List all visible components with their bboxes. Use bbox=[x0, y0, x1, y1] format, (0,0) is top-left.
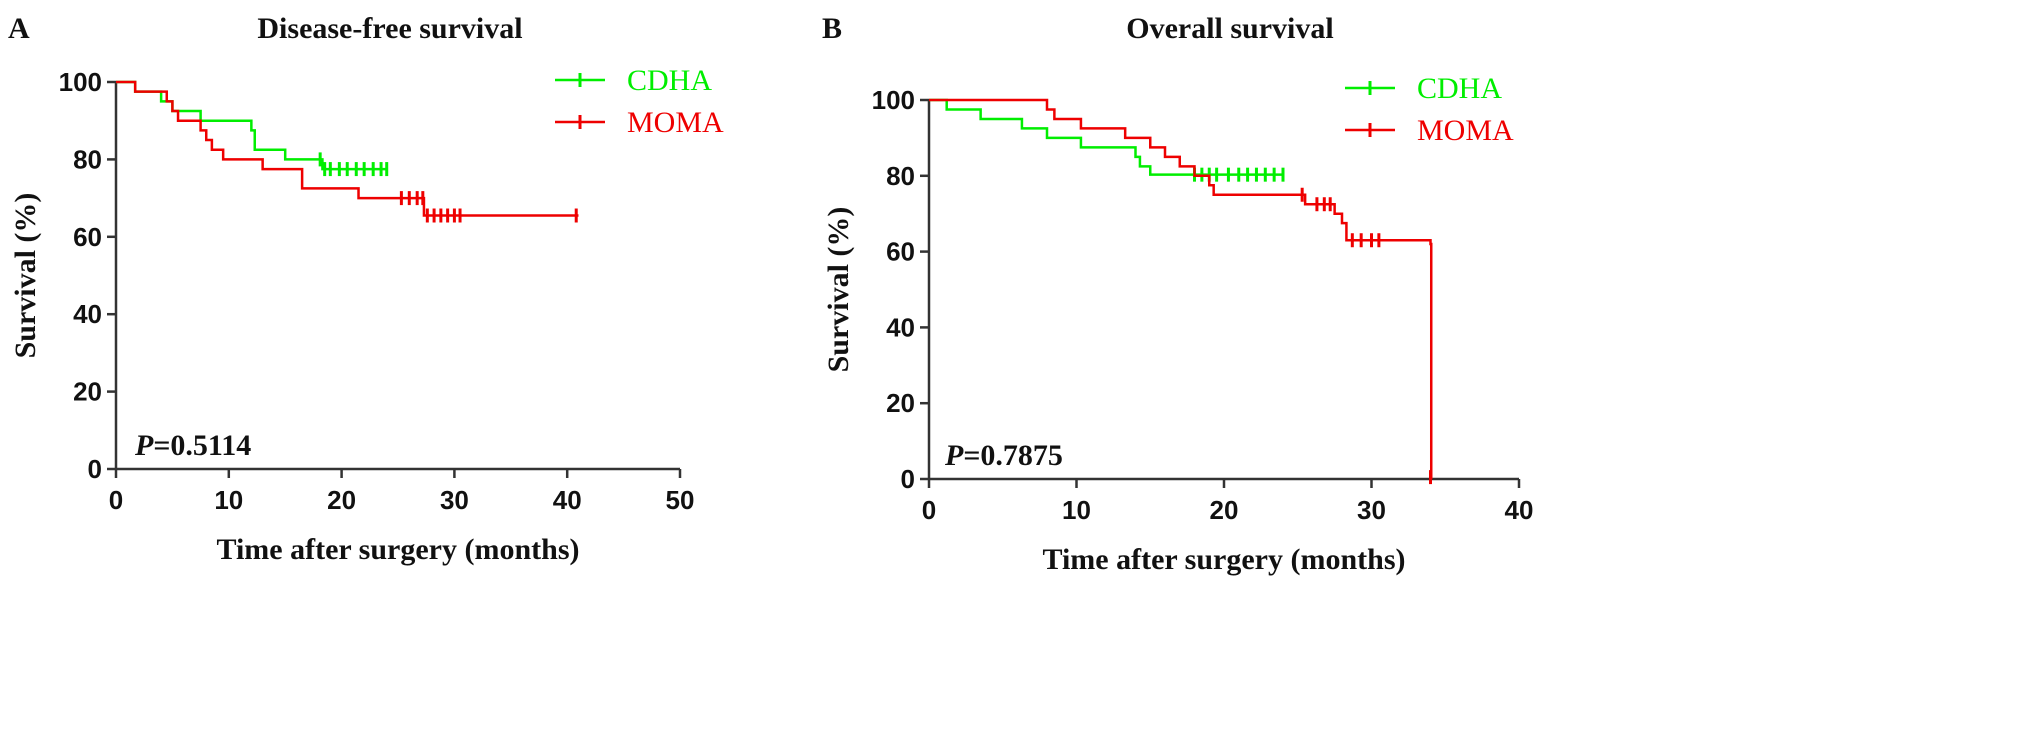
series-line-moma bbox=[929, 98, 1433, 479]
p-value: P=0.5114 bbox=[134, 429, 251, 462]
x-tick-label: 50 bbox=[666, 485, 695, 515]
series-line-moma bbox=[116, 80, 579, 217]
series-line-cdha bbox=[929, 98, 1283, 176]
x-tick-label: 10 bbox=[214, 485, 243, 515]
legend-label: MOMA bbox=[627, 106, 724, 139]
y-axis-label: Survival (%) bbox=[822, 207, 855, 373]
y-tick-label: 40 bbox=[886, 312, 915, 342]
x-tick-label: 30 bbox=[1357, 495, 1386, 525]
series-line-cdha bbox=[116, 80, 387, 171]
x-tick-label: 40 bbox=[553, 485, 582, 515]
y-tick-label: 60 bbox=[73, 222, 102, 252]
legend-label: CDHA bbox=[627, 64, 712, 97]
y-tick-label: 40 bbox=[73, 299, 102, 329]
y-tick-label: 100 bbox=[59, 67, 102, 97]
p-value: P=0.7875 bbox=[944, 439, 1063, 472]
panel-B: B Overall survival 0 20 40 60 80 100 0 10 20 30 40 Ti… bbox=[822, 12, 1533, 576]
y-tick-label: 20 bbox=[886, 388, 915, 418]
x-tick-label: 10 bbox=[1062, 495, 1091, 525]
x-axis-label: Time after surgery (months) bbox=[217, 533, 580, 566]
x-tick-label: 20 bbox=[1210, 495, 1239, 525]
panel-A: A Disease-free survival 0 20 40 60 80 100 0 10 20 3… bbox=[8, 12, 724, 566]
y-tick-label: 0 bbox=[901, 464, 915, 494]
x-tick-label: 0 bbox=[922, 495, 936, 525]
y-tick-label: 80 bbox=[73, 144, 102, 174]
x-tick-label: 0 bbox=[109, 485, 123, 515]
chart-title: Disease-free survival bbox=[257, 12, 522, 45]
y-tick-label: 100 bbox=[872, 85, 915, 115]
y-tick-label: 0 bbox=[88, 454, 102, 484]
x-tick-label: 30 bbox=[440, 485, 469, 515]
panel-label: A bbox=[8, 12, 30, 45]
y-tick-label: 20 bbox=[73, 377, 102, 407]
legend-label: MOMA bbox=[1417, 114, 1514, 147]
y-axis-label: Survival (%) bbox=[9, 193, 42, 359]
y-tick-label: 60 bbox=[886, 237, 915, 267]
legend-label: CDHA bbox=[1417, 72, 1502, 105]
x-tick-label: 20 bbox=[327, 485, 356, 515]
y-tick-label: 80 bbox=[886, 161, 915, 191]
x-axis-label: Time after surgery (months) bbox=[1043, 543, 1406, 576]
panel-label: B bbox=[822, 12, 842, 45]
x-tick-label: 40 bbox=[1505, 495, 1534, 525]
chart-title: Overall survival bbox=[1126, 12, 1333, 45]
